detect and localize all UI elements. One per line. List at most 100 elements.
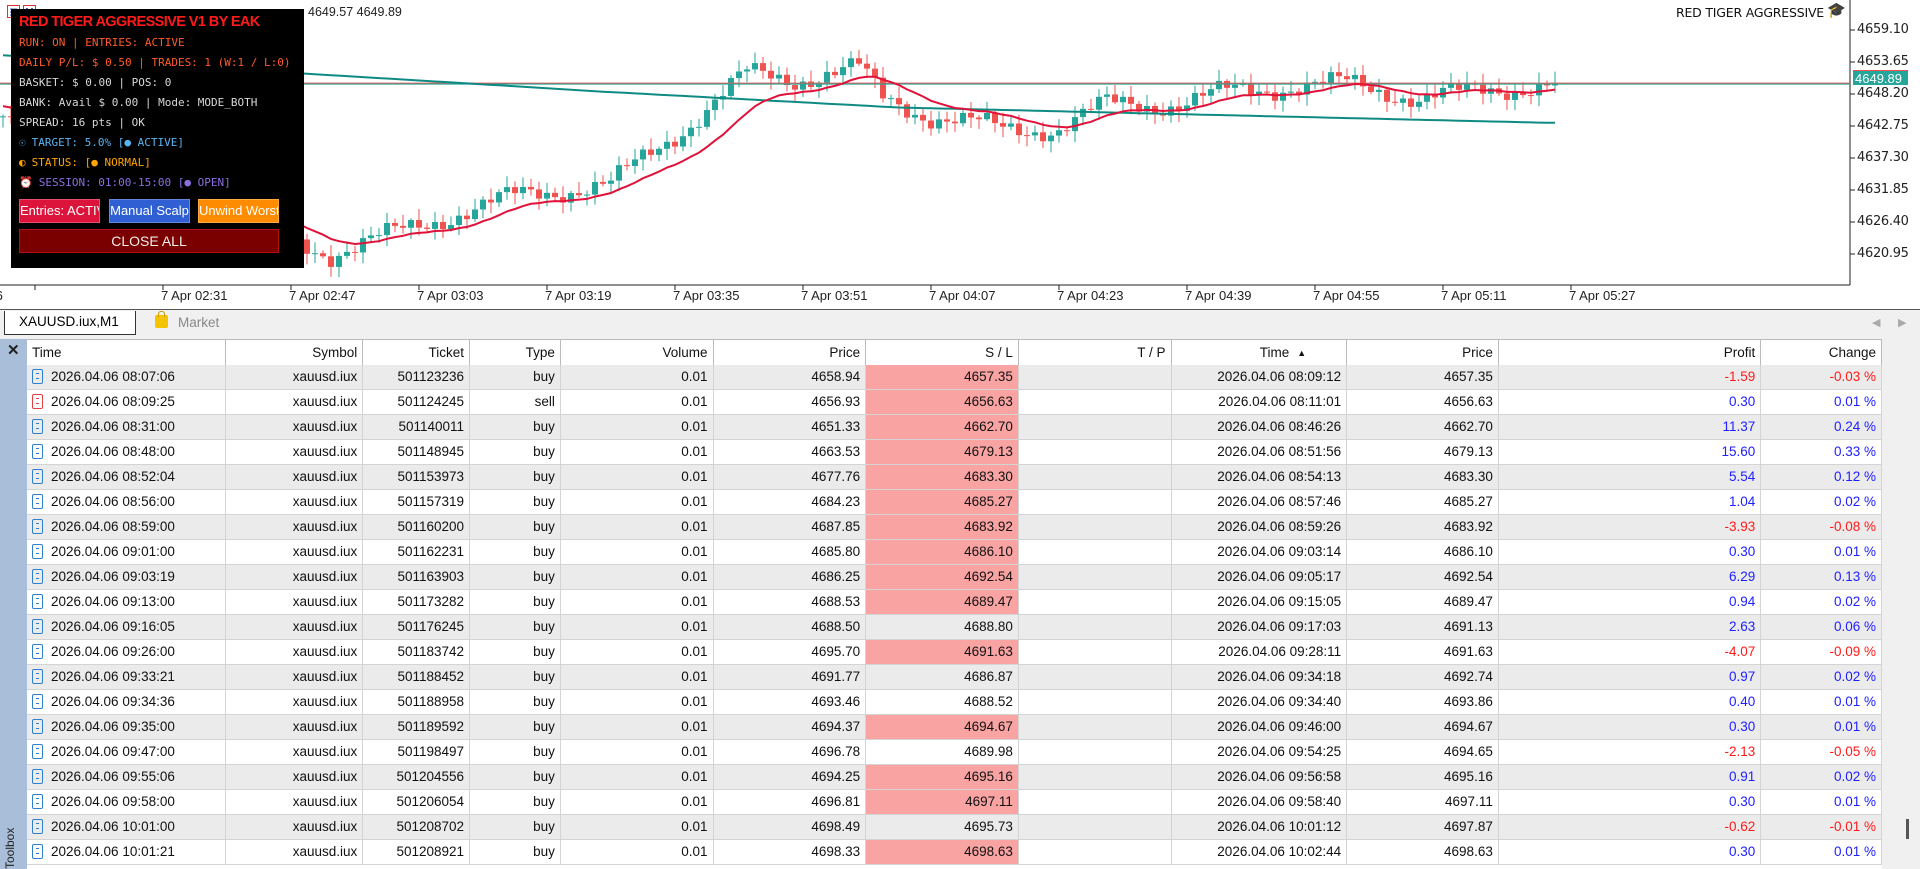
cell-text: buy [533,594,555,609]
cell-time: 2026.04.06 08:31:00 [27,415,226,439]
candle-body [552,192,558,198]
table-row[interactable]: 2026.04.06 08:56:00 xauusd.iux 501157319 bu… [27,490,1883,515]
cell-text: 4691.77 [811,669,861,684]
column-header-ticket[interactable]: Ticket [363,340,471,365]
cell-open-price: 4698.33 [714,840,867,864]
column-header-type[interactable]: Type [470,340,561,365]
cell-text: 4694.67 [1444,719,1493,734]
column-header-change[interactable]: Change [1761,340,1883,365]
table-row[interactable]: 2026.04.06 09:01:00 xauusd.iux 501162231 bu… [27,540,1883,565]
chart-tab-bar: XAUUSD.iux,M1 Market ◀ ▶ [0,309,1920,339]
table-row[interactable]: 2026.04.06 09:47:00 xauusd.iux 501198497 bu… [27,740,1883,765]
cell-stop-loss: 4692.54 [866,565,1019,589]
buy-deal-icon [32,569,43,584]
cell-take-profit [1019,515,1172,539]
column-header-label: Change [1828,345,1877,360]
column-header-label: Symbol [312,345,358,360]
table-row[interactable]: 2026.04.06 09:35:00 xauusd.iux 501189592 bu… [27,715,1883,740]
cell-close-time: 2026.04.06 09:28:11 [1172,640,1348,664]
table-row[interactable]: 2026.04.06 09:03:19 xauusd.iux 501163903 bu… [27,565,1883,590]
candle-body [1480,84,1486,94]
column-header-time[interactable]: Time [27,340,226,365]
buy-deal-icon [32,744,43,759]
cell-close-price: 4697.11 [1347,790,1499,814]
column-header-open-price[interactable]: Price [714,340,867,365]
table-row[interactable]: 2026.04.06 09:26:00 xauusd.iux 501183742 bu… [27,640,1883,665]
table-row[interactable]: 2026.04.06 10:01:00 xauusd.iux 501208702 bu… [27,815,1883,840]
cell-stop-loss: 4656.63 [866,390,1019,414]
table-row[interactable]: 2026.04.06 08:52:04 xauusd.iux 501153973 bu… [27,465,1883,490]
column-header-stop-loss[interactable]: S / L [866,340,1019,365]
table-row[interactable]: 2026.04.06 08:59:00 xauusd.iux 501160200 bu… [27,515,1883,540]
vertical-scrollbar[interactable] [1882,339,1920,869]
scrollbar-thumb[interactable] [1906,819,1909,839]
candle-body [528,186,534,190]
cell-text: 2026.04.06 09:03:14 [1217,544,1342,559]
cell-profit: 0.30 [1499,790,1762,814]
close-icon[interactable]: ✕ [7,342,20,359]
cell-text: 4694.25 [811,769,861,784]
cell-text: 4685.27 [1444,494,1493,509]
cell-close-time: 2026.04.06 08:59:26 [1172,515,1348,539]
cell-text: 4687.85 [811,519,861,534]
cell-text: xauusd.iux [292,819,358,834]
cell-text: 0.01 [681,719,708,734]
scroll-left-icon[interactable]: ◀ [1872,317,1881,329]
candle-body [1072,117,1078,132]
buy-deal-icon [32,719,43,734]
column-header-profit[interactable]: Profit [1499,340,1762,365]
cell-text: 4683.92 [1444,519,1493,534]
table-row[interactable]: 2026.04.06 10:01:21 xauusd.iux 501208921 bu… [27,840,1883,865]
cell-text: 4694.67 [964,719,1013,734]
tab-market[interactable]: Market [155,311,219,333]
tab-xauusd-m1[interactable]: XAUUSD.iux,M1 [4,311,136,335]
table-row[interactable]: 2026.04.06 09:16:05 xauusd.iux 501176245 bu… [27,615,1883,640]
table-row[interactable]: 2026.04.06 09:34:36 xauusd.iux 501188958 bu… [27,690,1883,715]
panel-line: BASKET: $ 0.00 | POS: 0 [19,76,171,89]
table-row[interactable]: 2026.04.06 08:07:06 xauusd.iux 501123236 bu… [27,365,1883,390]
cell-close-time: 2026.04.06 09:17:03 [1172,615,1348,639]
cell-text: 2026.04.06 08:51:56 [1217,444,1342,459]
table-row[interactable]: 2026.04.06 09:33:21 xauusd.iux 501188452 bu… [27,665,1883,690]
cell-open-price: 4688.50 [714,615,867,639]
cell-text: 4697.87 [1444,819,1493,834]
column-header-volume[interactable]: Volume [561,340,714,365]
cell-profit: 15.60 [1499,440,1762,464]
cell-text: 501206054 [396,794,465,809]
unwind-worst-button[interactable]: Unwind Worst [198,199,279,223]
price-chart[interactable]: 4649.57 4649.89 RED TIGER AGGRESSIVE 🎓 4… [0,0,1920,309]
column-header-symbol[interactable]: Symbol [226,340,364,365]
cell-close-price: 4695.16 [1347,765,1499,789]
candle-body [928,120,934,129]
entries-toggle-button[interactable]: Entries: ACTIVE [19,199,100,223]
cell-text: 4692.54 [964,569,1013,584]
table-row[interactable]: 2026.04.06 09:13:00 xauusd.iux 501173282 bu… [27,590,1883,615]
cell-close-time: 2026.04.06 08:54:13 [1172,465,1348,489]
table-row[interactable]: 2026.04.06 08:09:25 xauusd.iux 501124245 se… [27,390,1883,415]
table-header: Time Symbol Ticket Type Volume Price S / L T / … [27,339,1883,365]
candle-body [952,121,958,124]
price-tick-label: 4648.20 [1857,86,1909,101]
table-row[interactable]: 2026.04.06 09:58:00 xauusd.iux 501206054 bu… [27,790,1883,815]
close-all-button[interactable]: CLOSE ALL [19,229,279,253]
candle-body [1208,89,1214,96]
cell-close-time: 2026.04.06 09:54:25 [1172,740,1348,764]
cell-text: 4689.47 [964,594,1013,609]
column-header-take-profit[interactable]: T / P [1019,340,1172,365]
candle-body [1144,106,1150,112]
table-row[interactable]: 2026.04.06 09:55:06 xauusd.iux 501204556 bu… [27,765,1883,790]
column-header-label: Time [32,345,62,360]
column-header-close-price[interactable]: Price [1347,340,1499,365]
cell-type: buy [470,590,561,614]
candle-body [824,71,830,83]
column-header-close-time[interactable]: Time ▲ [1172,340,1348,365]
scroll-right-icon[interactable]: ▶ [1898,317,1907,329]
table-row[interactable]: 2026.04.06 08:48:00 xauusd.iux 501148945 bu… [27,440,1883,465]
candlestick-plot[interactable] [0,0,1920,309]
cell-text: buy [533,694,555,709]
cell-profit: -2.13 [1499,740,1762,764]
cell-text: xauusd.iux [292,644,358,659]
cell-text: 2026.04.06 09:56:58 [1217,769,1342,784]
manual-scalp-button[interactable]: Manual Scalp [109,199,190,223]
table-row[interactable]: 2026.04.06 08:31:00 xauusd.iux 501140011 bu… [27,415,1883,440]
